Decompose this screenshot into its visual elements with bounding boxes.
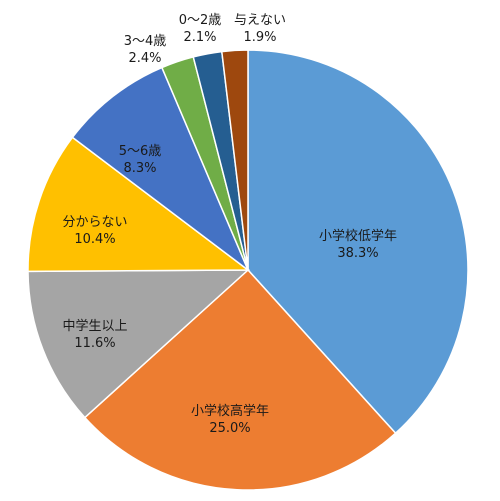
slice-percent-label: 2.4%	[128, 51, 161, 66]
slice-percent-label: 10.4%	[74, 232, 115, 247]
pie-slice	[83, 268, 397, 491]
slice-percent-label: 2.1%	[183, 30, 216, 45]
slice-category-label: 3～4歳	[124, 34, 167, 49]
slice-category-label: 小学校低学年	[319, 228, 397, 244]
pie-slices	[27, 49, 469, 491]
slice-percent-label: 1.9%	[243, 30, 276, 45]
pie-slice	[220, 49, 249, 271]
slice-category-label: 分からない	[62, 215, 127, 230]
pie-slice	[27, 136, 251, 273]
pie-slice	[71, 66, 250, 273]
slice-percent-label: 8.3%	[123, 161, 156, 176]
slice-category-label: 5～6歳	[119, 144, 162, 159]
slice-percent-label: 38.3%	[337, 246, 378, 261]
slice-category-label: 0～2歳	[179, 13, 222, 28]
pie-data-labels: 小学校低学年 38.3% 小学校高学年 25.0% 中学生以上 11.6% 分からない 10.…	[62, 13, 397, 436]
pie-slice	[247, 49, 469, 435]
slice-category-label: 与えない	[234, 13, 286, 28]
slice-category-label: 中学生以上	[62, 318, 127, 334]
pie-slice	[27, 269, 250, 419]
slice-percent-label: 25.0%	[209, 421, 250, 436]
slice-category-label: 小学校高学年	[191, 403, 269, 419]
slice-percent-label: 11.6%	[74, 336, 115, 351]
